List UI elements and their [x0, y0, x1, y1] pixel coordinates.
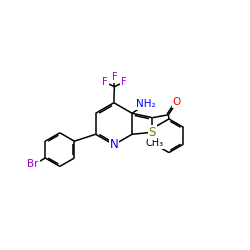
- Text: N: N: [110, 138, 118, 151]
- Text: F: F: [102, 77, 108, 87]
- Text: Br: Br: [28, 158, 39, 168]
- Text: S: S: [149, 126, 156, 139]
- Text: O: O: [172, 98, 181, 108]
- Text: F: F: [112, 72, 117, 82]
- Text: NH₂: NH₂: [136, 99, 156, 109]
- Text: F: F: [121, 77, 126, 87]
- Text: CH₃: CH₃: [145, 138, 164, 148]
